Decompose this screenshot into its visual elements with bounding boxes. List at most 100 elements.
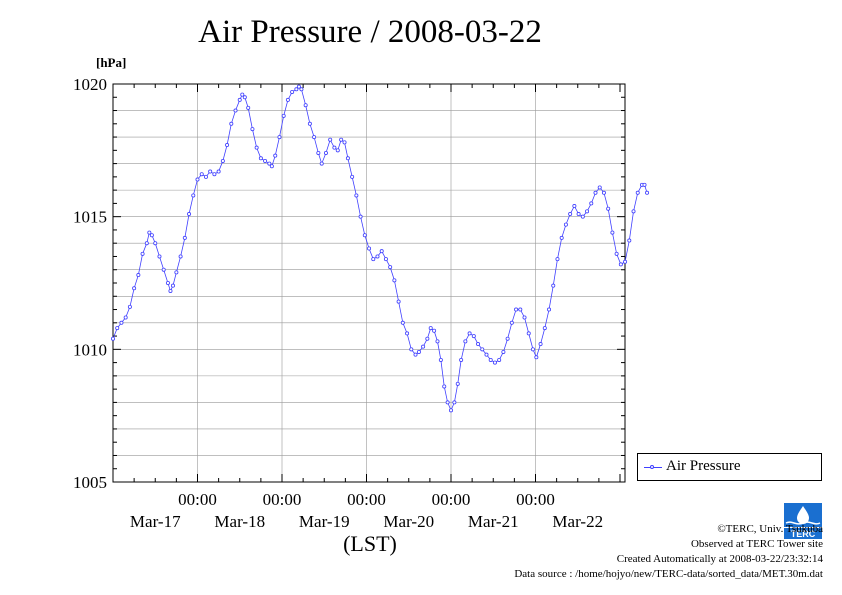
source-text: Data source : /home/hojyo/new/TERC-data/… (514, 568, 823, 580)
data-point (269, 164, 274, 169)
data-point (589, 201, 594, 206)
data-point (281, 113, 286, 118)
data-point (246, 105, 251, 110)
data-point (448, 408, 453, 413)
data-point (563, 222, 568, 227)
y-tick-label: 1005 (73, 473, 107, 492)
data-point (392, 278, 397, 283)
data-point (307, 121, 312, 126)
chart-title: Air Pressure / 2008-03-22 (198, 14, 542, 50)
data-point (383, 257, 388, 262)
data-point (576, 212, 581, 217)
data-point (123, 315, 128, 320)
data-point (240, 92, 245, 97)
data-point (435, 339, 440, 344)
data-point (459, 357, 464, 362)
data-point (509, 320, 514, 325)
x-tick-time-label: 00:00 (432, 490, 471, 509)
data-point (631, 209, 636, 214)
data-point (345, 156, 350, 161)
data-point (195, 177, 200, 182)
data-point (645, 190, 650, 195)
data-point (267, 161, 272, 166)
data-point (522, 315, 527, 320)
created-text: Created Automatically at 2008-03-22/23:3… (616, 553, 823, 565)
plot-frame (112, 83, 626, 483)
data-point (233, 108, 238, 113)
data-point (174, 270, 179, 275)
data-point (296, 84, 301, 89)
logo-text: TERC (791, 529, 816, 539)
data-point (335, 148, 340, 153)
data-point (542, 326, 547, 331)
data-point (273, 153, 278, 158)
data-point (627, 238, 632, 243)
data-point (157, 254, 162, 259)
data-point (610, 230, 615, 235)
data-point (635, 190, 640, 195)
data-point (312, 135, 317, 140)
x-tick-date-label: Mar-17 (130, 512, 181, 531)
data-point (294, 87, 299, 92)
data-point (405, 331, 410, 336)
x-tick-date-label: Mar-20 (383, 512, 434, 531)
data-point (285, 97, 290, 102)
data-point (147, 230, 152, 235)
data-point (416, 349, 421, 354)
data-point (127, 304, 132, 309)
data-point (303, 103, 308, 108)
data-point (471, 334, 476, 339)
data-point (132, 286, 137, 291)
data-point (182, 235, 187, 240)
data-point (432, 328, 437, 333)
data-point (149, 233, 154, 238)
data-point (111, 336, 116, 341)
data-point (623, 259, 628, 264)
data-point (375, 254, 380, 259)
data-point (290, 89, 295, 94)
data-point (526, 331, 531, 336)
data-point (199, 172, 204, 177)
data-point (593, 190, 598, 195)
x-tick-time-label: 00:00 (347, 490, 386, 509)
data-point (518, 307, 523, 312)
data-point (455, 381, 460, 386)
y-tick-label: 1020 (73, 75, 107, 94)
data-point (170, 283, 175, 288)
data-point (400, 320, 405, 325)
data-point (413, 352, 418, 357)
data-point (342, 140, 347, 145)
data-point (277, 135, 282, 140)
data-point (484, 352, 489, 357)
data-point (191, 193, 196, 198)
data-point (168, 288, 173, 293)
data-point (362, 233, 367, 238)
data-point (488, 357, 493, 362)
data-point (442, 384, 447, 389)
data-point (409, 347, 414, 352)
data-point (452, 400, 457, 405)
data-point (212, 172, 217, 177)
data-point (144, 241, 149, 246)
data-point (178, 254, 183, 259)
data-point (568, 212, 573, 217)
y-tick-label: 1010 (73, 340, 107, 359)
data-point (367, 246, 372, 251)
data-point (299, 87, 304, 92)
data-point (618, 262, 623, 267)
data-point (119, 320, 124, 325)
data-point (371, 257, 376, 262)
data-point (379, 249, 384, 254)
data-point (396, 299, 401, 304)
data-point (547, 307, 552, 312)
data-point (254, 145, 259, 150)
data-point (555, 257, 560, 262)
data-point (250, 127, 255, 132)
x-tick-date-label: Mar-19 (299, 512, 350, 531)
data-point (428, 326, 433, 331)
x-tick-date-label: Mar-22 (552, 512, 603, 531)
data-point (216, 169, 221, 174)
data-point (425, 336, 430, 341)
observed-text: Observed at TERC Tower site (690, 538, 823, 550)
data-point (580, 214, 585, 219)
